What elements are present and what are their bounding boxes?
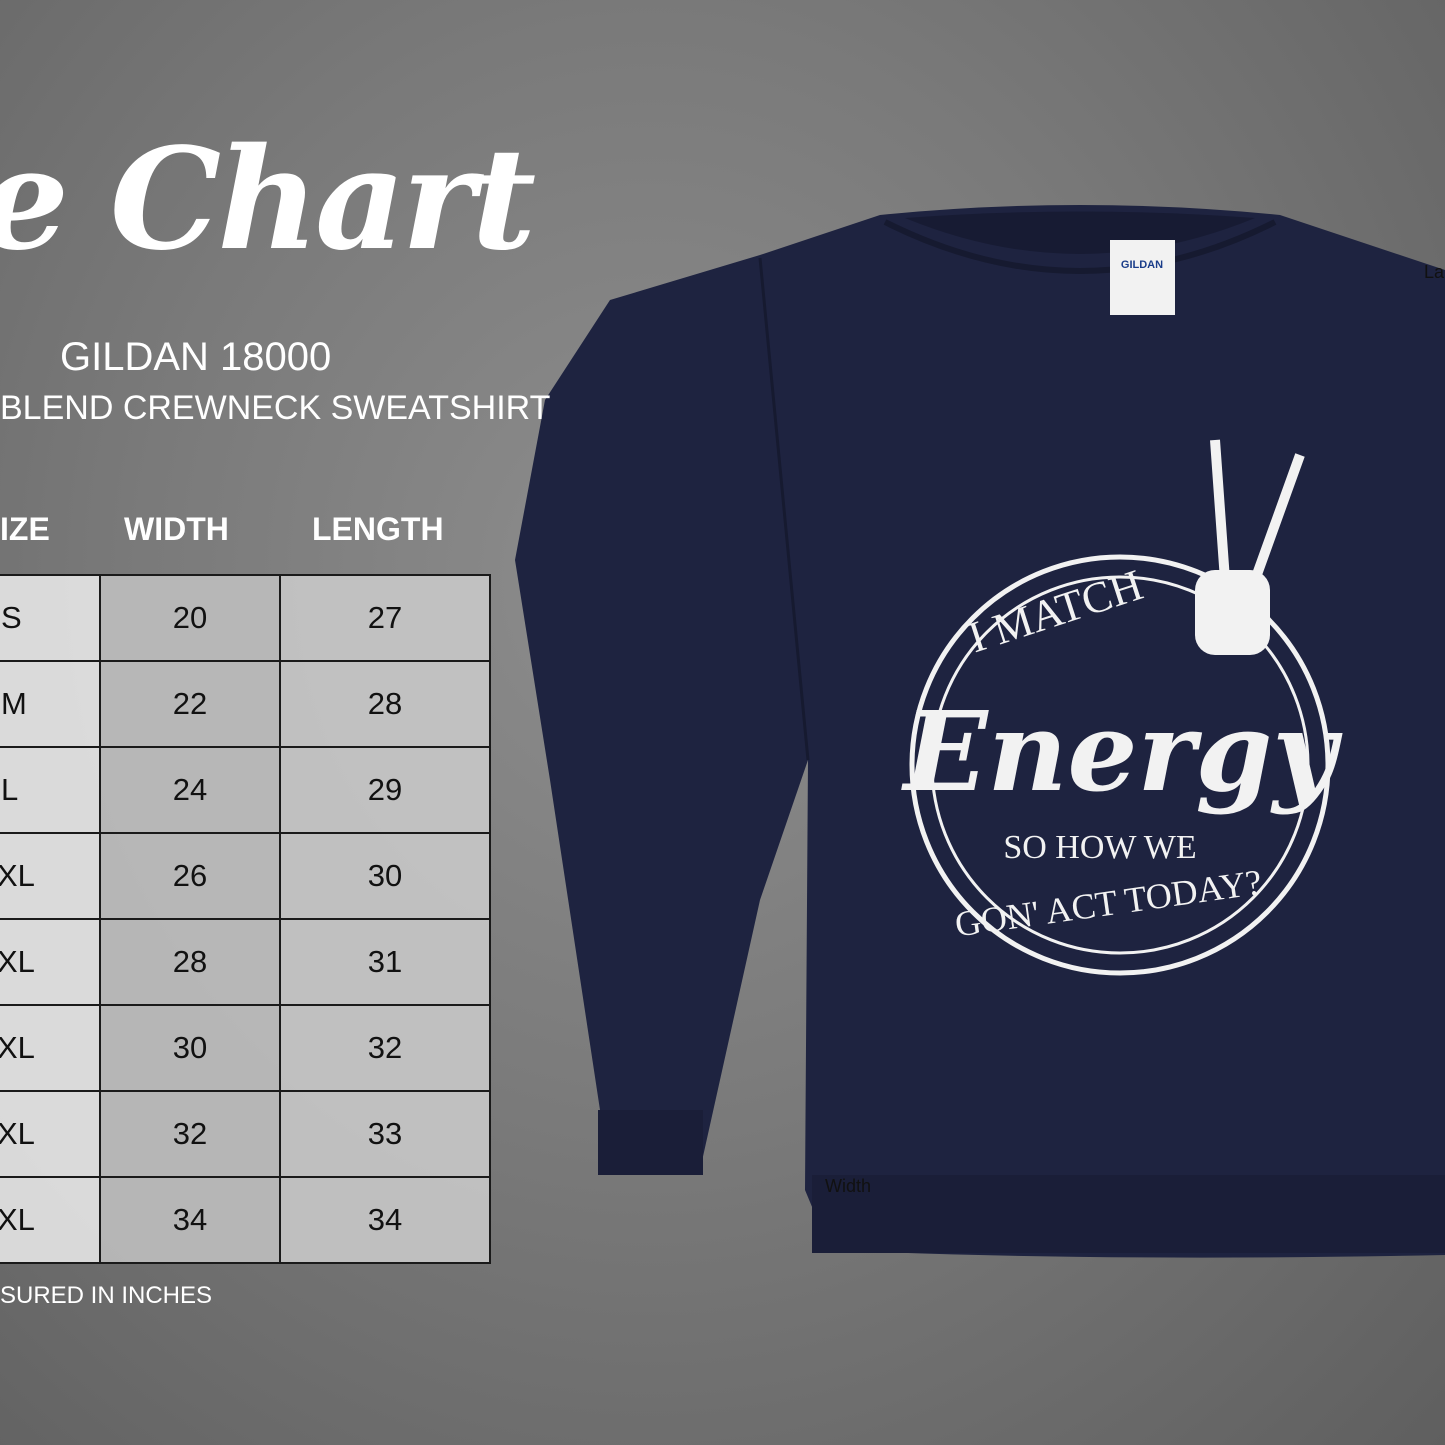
width-cell: 24 [100, 746, 281, 834]
waistband [812, 1175, 1445, 1253]
skeleton-peace-hand-icon [1210, 439, 1305, 582]
collar [883, 219, 1277, 274]
table-row: XL 34 34 [0, 1176, 491, 1264]
cuff [598, 1110, 703, 1175]
design-line-3: SO HOW WE [1003, 829, 1196, 866]
header-width: WIDTH [124, 511, 229, 547]
length-cell: 30 [279, 832, 491, 920]
table-row: XL 32 33 [0, 1090, 491, 1178]
width-cell: 20 [100, 574, 281, 662]
page-title: e Chart [0, 118, 536, 282]
table-row: L 24 29 [0, 746, 491, 834]
size-cell: XL [0, 918, 101, 1006]
size-cell: XL [0, 832, 101, 920]
width-cell: 26 [100, 832, 281, 920]
design-graphic [909, 439, 1331, 976]
length-cell: 28 [279, 660, 491, 748]
width-cell: 34 [100, 1176, 281, 1264]
table-row: M 22 28 [0, 660, 491, 748]
length-cell: 32 [279, 1004, 491, 1092]
length-cell: 29 [279, 746, 491, 834]
length-cell: 33 [279, 1090, 491, 1178]
width-label: Width [825, 1176, 871, 1196]
length-cell: 31 [279, 918, 491, 1006]
size-cell: L [0, 746, 101, 834]
footnote: SURED IN INCHES [0, 1282, 213, 1309]
width-cell: 28 [100, 918, 281, 1006]
tag-brand: GILDAN [1121, 259, 1163, 271]
product-subtitle: BLEND CREWNECK SWEATSHIRT [0, 389, 551, 427]
size-cell: XL [0, 1004, 101, 1092]
size-table: S 20 27 M 22 28 L 24 29 XL 26 30 XL 28 31 XL 30 32 XL 32 33 X… [0, 574, 491, 1264]
width-cell: 30 [100, 1004, 281, 1092]
size-cell: S [0, 574, 101, 662]
length-cell: 34 [279, 1176, 491, 1264]
table-row: XL 30 32 [0, 1004, 491, 1092]
width-cell: 22 [100, 660, 281, 748]
header-size: IZE [0, 511, 50, 547]
header-length: LENGTH [312, 511, 444, 547]
neck-tag [1110, 240, 1175, 315]
table-row: XL 26 30 [0, 832, 491, 920]
brand-model: GILDAN 18000 [60, 335, 332, 379]
size-cell: M [0, 660, 101, 748]
table-row: XL 28 31 [0, 918, 491, 1006]
length-cell: 27 [279, 574, 491, 662]
size-cell: XL [0, 1176, 101, 1264]
width-cell: 32 [100, 1090, 281, 1178]
design-line-2: Energy [901, 687, 1344, 816]
table-row: S 20 27 [0, 574, 491, 662]
length-label: La [1424, 262, 1445, 282]
size-cell: XL [0, 1090, 101, 1178]
sleeve-seam [758, 257, 810, 761]
